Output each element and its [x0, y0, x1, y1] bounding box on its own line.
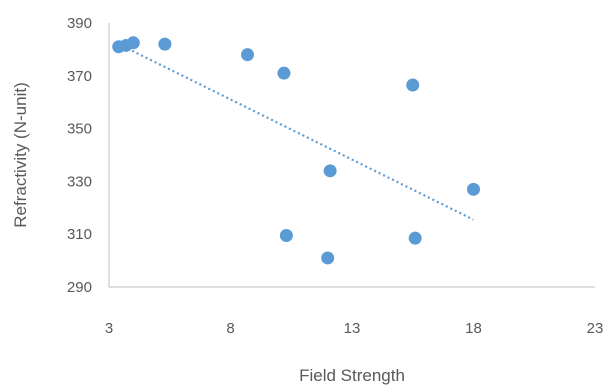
data-point — [241, 48, 255, 62]
x-tick-label: 18 — [465, 320, 482, 337]
data-point — [408, 231, 422, 245]
x-tick-label: 3 — [105, 320, 113, 337]
data-point — [323, 164, 337, 178]
y-tick-label: 390 — [67, 15, 92, 32]
data-point — [467, 182, 480, 196]
y-tick-label: 310 — [67, 226, 92, 243]
y-axis-title: Refractivity (N-unit) — [11, 82, 30, 227]
x-tick-label: 23 — [587, 320, 604, 337]
x-axis-title: Field Strength — [299, 366, 405, 385]
data-point — [158, 37, 172, 51]
y-tick-label: 370 — [67, 68, 92, 85]
x-tick-label: 8 — [226, 320, 234, 337]
y-tick-label: 290 — [67, 279, 92, 296]
trendline — [118, 43, 474, 221]
data-point — [321, 251, 335, 265]
data-points — [112, 36, 480, 265]
data-point — [126, 36, 140, 50]
x-tick-label: 13 — [344, 320, 361, 337]
y-tick-label: 350 — [67, 121, 92, 138]
y-tick-label: 330 — [67, 173, 92, 190]
data-point — [279, 229, 293, 243]
data-point — [406, 78, 420, 92]
tick-labels: 3 8 13 18 23 290 310 330 350 370 390 — [67, 15, 603, 337]
data-point — [277, 66, 291, 80]
